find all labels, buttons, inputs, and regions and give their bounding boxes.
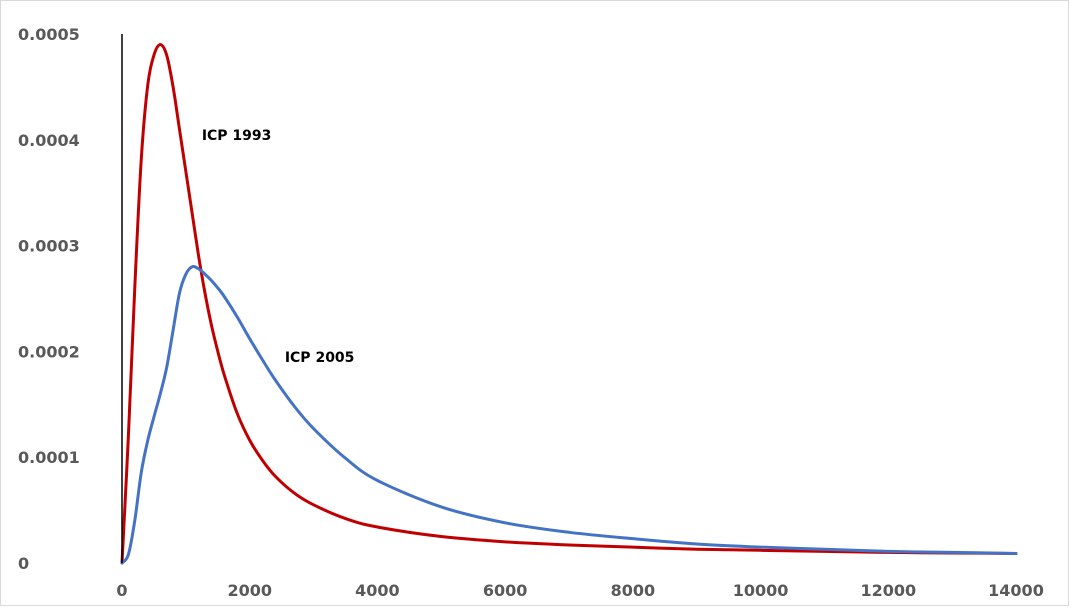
series-annotation: ICP 2005 (285, 350, 355, 366)
y-axis-ticks: 0 0.0001 0.0002 0.0003 0.0004 0.0005 (18, 25, 80, 573)
x-tick-label: 2000 (227, 581, 272, 600)
x-tick-label: 4000 (355, 581, 400, 600)
x-tick-label: 6000 (483, 581, 528, 600)
series-layer (120, 43, 1018, 565)
y-tick-label: 0.0005 (18, 25, 80, 44)
y-tick-label: 0.0004 (18, 131, 80, 150)
x-tick-label: 8000 (611, 581, 656, 600)
x-tick-label: 14000 (988, 581, 1044, 600)
series-line-2 (120, 265, 1018, 565)
y-tick-label: 0.0001 (18, 448, 80, 467)
series-line-1 (120, 43, 1018, 565)
annotation-layer: ICP 1993 ICP 2005 (202, 128, 355, 366)
x-tick-label: 12000 (860, 581, 916, 600)
x-tick-label: 10000 (733, 581, 789, 600)
x-axis-ticks: 0 2000 4000 6000 8000 10000 12000 14000 (116, 581, 1043, 600)
series-annotation: ICP 1993 (202, 128, 272, 144)
x-tick-label: 0 (116, 581, 127, 600)
y-tick-label: 0 (18, 554, 29, 573)
y-tick-label: 0.0002 (18, 342, 80, 361)
y-tick-label: 0.0003 (18, 237, 80, 256)
